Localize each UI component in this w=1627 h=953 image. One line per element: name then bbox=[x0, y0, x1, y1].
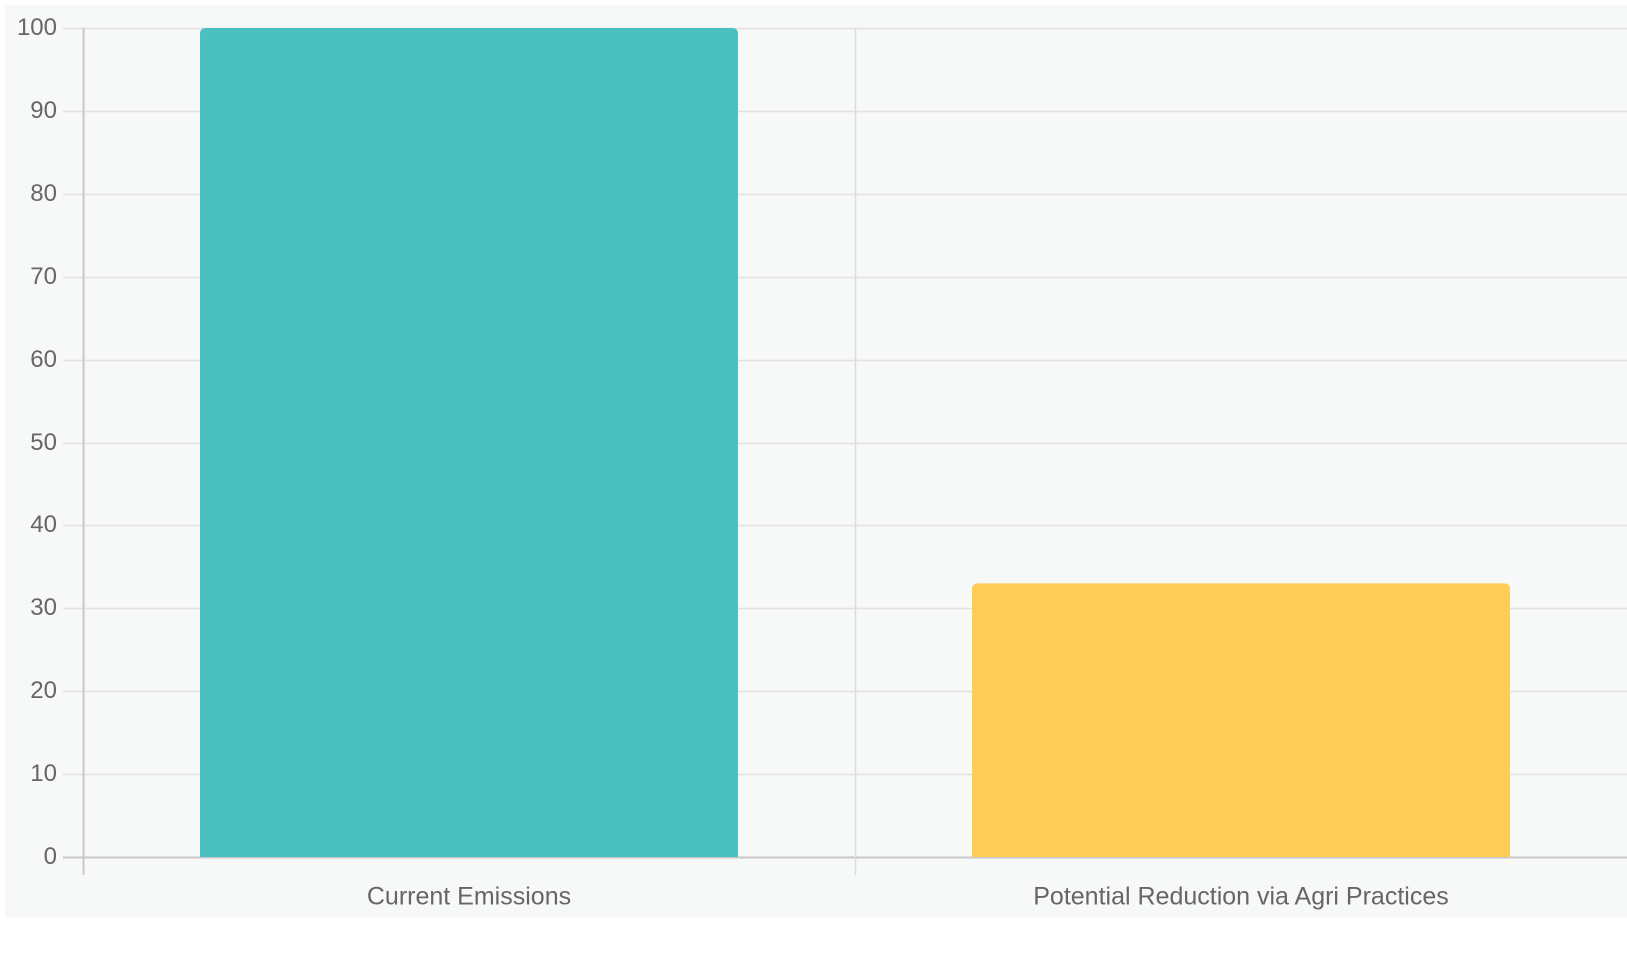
y-tick-label: 20 bbox=[30, 677, 57, 704]
y-tick-label: 50 bbox=[30, 429, 57, 456]
y-tick-label: 10 bbox=[30, 760, 57, 787]
bar-2 bbox=[972, 583, 1510, 857]
y-tick-label: 30 bbox=[30, 594, 57, 621]
y-tick-label: 100 bbox=[17, 14, 57, 41]
y-tick-label: 0 bbox=[44, 843, 57, 870]
y-tick-label: 80 bbox=[30, 180, 57, 207]
y-tick-label: 70 bbox=[30, 263, 57, 290]
x-tick-label: Potential Reduction via Agri Practices bbox=[1033, 883, 1449, 911]
x-tick-label: Current Emissions bbox=[367, 883, 571, 911]
bar-1 bbox=[200, 28, 738, 857]
y-tick-label: 60 bbox=[30, 346, 57, 373]
y-tick-label: 90 bbox=[30, 97, 57, 124]
y-tick-label: 40 bbox=[30, 511, 57, 538]
